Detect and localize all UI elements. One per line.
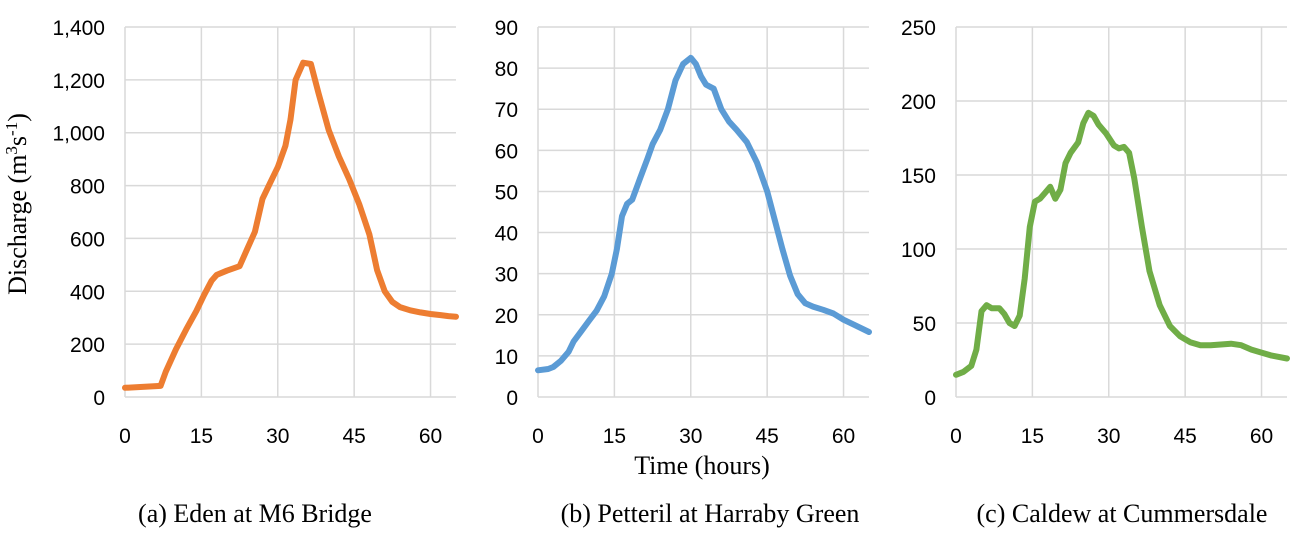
chart-caption: (b) Petteril at Harraby Green bbox=[561, 499, 860, 528]
chart-caption: (c) Caldew at Cummersdale bbox=[977, 499, 1268, 528]
x-tick-label: 45 bbox=[1173, 425, 1196, 448]
x-tick-label: 30 bbox=[1097, 425, 1120, 448]
x-tick-label: 60 bbox=[832, 425, 855, 448]
x-tick-label: 0 bbox=[532, 425, 544, 448]
chart-panel-1: 0 200 400 600 800 1,000 1,200 1,400 0 15 30 45 60 (a)… bbox=[52, 17, 459, 528]
y-tick-label: 800 bbox=[70, 176, 105, 199]
x-tick-label: 15 bbox=[1021, 425, 1044, 448]
y-tick-label: 90 bbox=[495, 17, 518, 40]
y-tick-label: 1,200 bbox=[52, 70, 105, 93]
series-line bbox=[535, 54, 872, 374]
chart-panel-2: 0 10 20 30 40 50 60 70 80 90 0 15 30 45 60 (b) Petteril… bbox=[495, 17, 872, 528]
y-tick-label: 40 bbox=[495, 223, 518, 246]
x-axis-title: Time (hours) bbox=[634, 451, 770, 480]
y-tick-label: 30 bbox=[495, 264, 518, 287]
x-tick-label: 45 bbox=[342, 425, 365, 448]
y-tick-label: 0 bbox=[506, 387, 518, 410]
y-tick-label: 10 bbox=[495, 346, 518, 369]
x-tick-label: 0 bbox=[950, 425, 962, 448]
x-tick-label: 30 bbox=[266, 425, 289, 448]
y-tick-label: 250 bbox=[901, 17, 936, 40]
y-tick-label: 0 bbox=[93, 387, 105, 410]
y-tick-label: 50 bbox=[913, 313, 936, 336]
y-tick-label: 600 bbox=[70, 228, 105, 251]
x-tick-label: 60 bbox=[1250, 425, 1273, 448]
chart-caption: (a) Eden at M6 Bridge bbox=[138, 499, 372, 528]
y-tick-label: 50 bbox=[495, 181, 518, 204]
x-tick-label: 15 bbox=[190, 425, 213, 448]
y-tick-label: 20 bbox=[495, 305, 518, 328]
x-tick-label: 60 bbox=[419, 425, 442, 448]
series-line bbox=[122, 59, 459, 391]
y-tick-label: 70 bbox=[495, 99, 518, 122]
chart-panel-3: 0 50 100 150 200 250 0 15 30 45 60 (c) Caldew at Cu… bbox=[901, 17, 1290, 528]
y-tick-label: 1,000 bbox=[52, 123, 105, 146]
x-tick-label: 0 bbox=[119, 425, 131, 448]
y-tick-label: 1,400 bbox=[52, 17, 105, 40]
y-tick-label: 200 bbox=[70, 334, 105, 357]
y-tick-label: 400 bbox=[70, 281, 105, 304]
x-tick-label: 45 bbox=[755, 425, 778, 448]
y-tick-label: 150 bbox=[901, 165, 936, 188]
x-tick-label: 30 bbox=[679, 425, 702, 448]
y-tick-label: 80 bbox=[495, 58, 518, 81]
x-tick-label: 15 bbox=[603, 425, 626, 448]
series-line bbox=[953, 109, 1290, 378]
y-tick-label: 100 bbox=[901, 239, 936, 262]
y-tick-label: 60 bbox=[495, 140, 518, 163]
y-tick-label: 0 bbox=[924, 387, 936, 410]
y-axis-title: Discharge (m3s-1) bbox=[2, 113, 33, 295]
y-tick-label: 200 bbox=[901, 91, 936, 114]
